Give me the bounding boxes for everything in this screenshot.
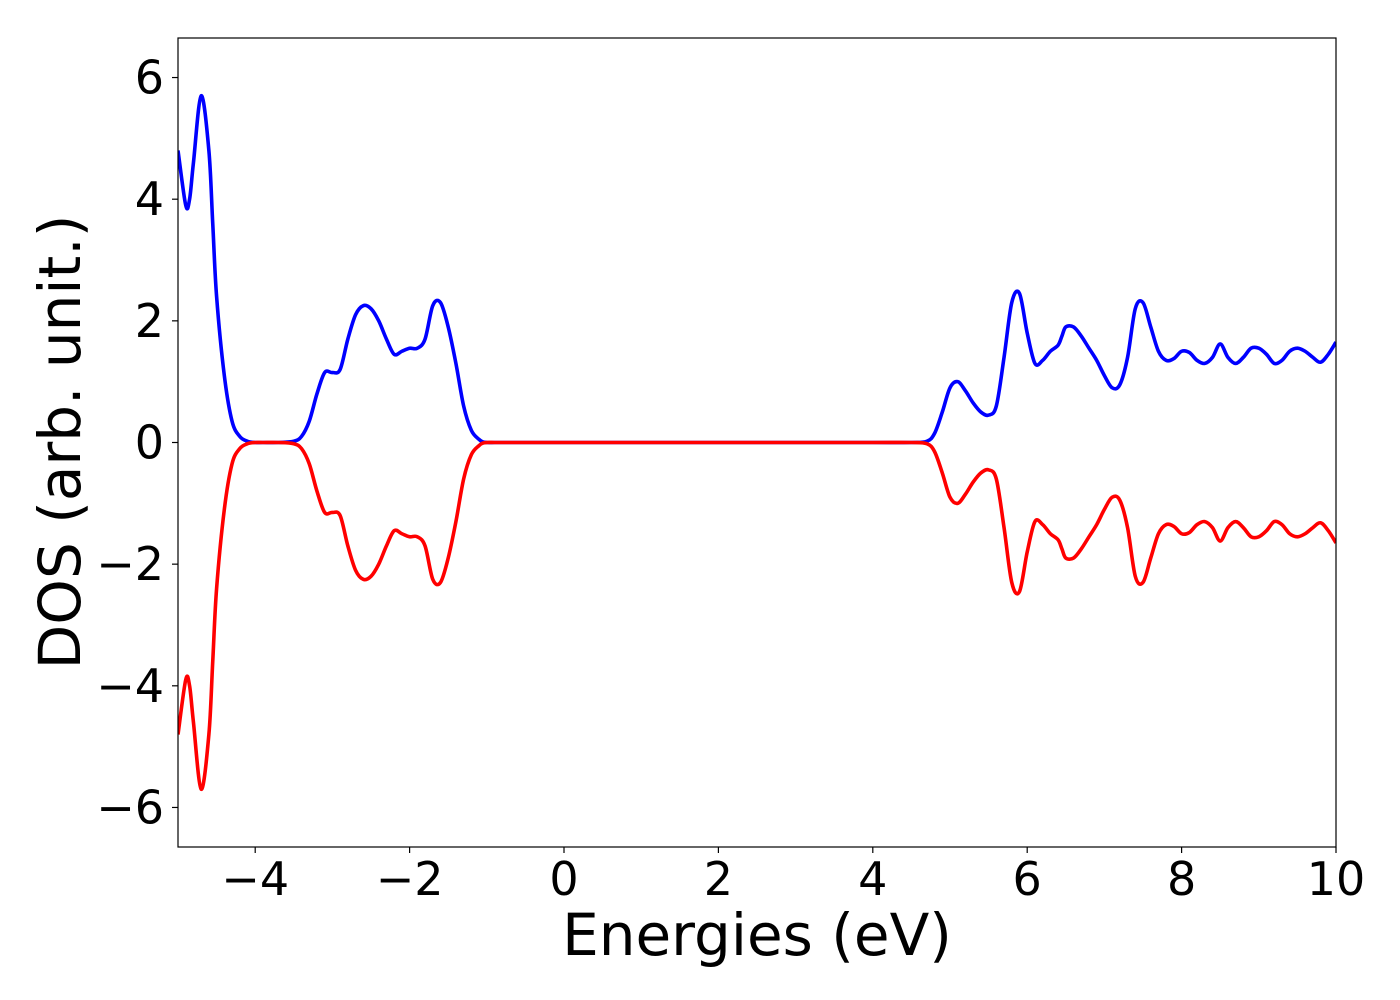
series-line-negative	[178, 440, 1336, 792]
y-tick-label: −6	[96, 780, 164, 834]
y-tick-label: 6	[135, 51, 164, 105]
x-tick-label: 6	[1013, 852, 1042, 906]
x-tick-label: −4	[221, 852, 289, 906]
y-tick-label: −4	[96, 659, 164, 713]
x-axis-label: Energies (eV)	[562, 901, 952, 969]
x-tick-label: −2	[376, 852, 444, 906]
series-layer	[178, 93, 1336, 792]
y-axis: 6 4 2 0 −2 −4 −6	[96, 51, 178, 834]
y-tick-label: 2	[135, 294, 164, 348]
y-tick-label: 4	[135, 172, 164, 226]
y-tick-label: −2	[96, 537, 164, 591]
x-tick-label: 2	[704, 852, 733, 906]
x-tick-label: 8	[1167, 852, 1196, 906]
x-tick-label: 10	[1307, 852, 1366, 906]
x-tick-label: 4	[858, 852, 887, 906]
y-axis-label: DOS (arb. unit.)	[26, 215, 94, 670]
x-axis: −4 −2 0 2 4 6 8 10	[221, 847, 1365, 906]
x-tick-label: 0	[549, 852, 578, 906]
y-tick-label: 0	[135, 416, 164, 470]
